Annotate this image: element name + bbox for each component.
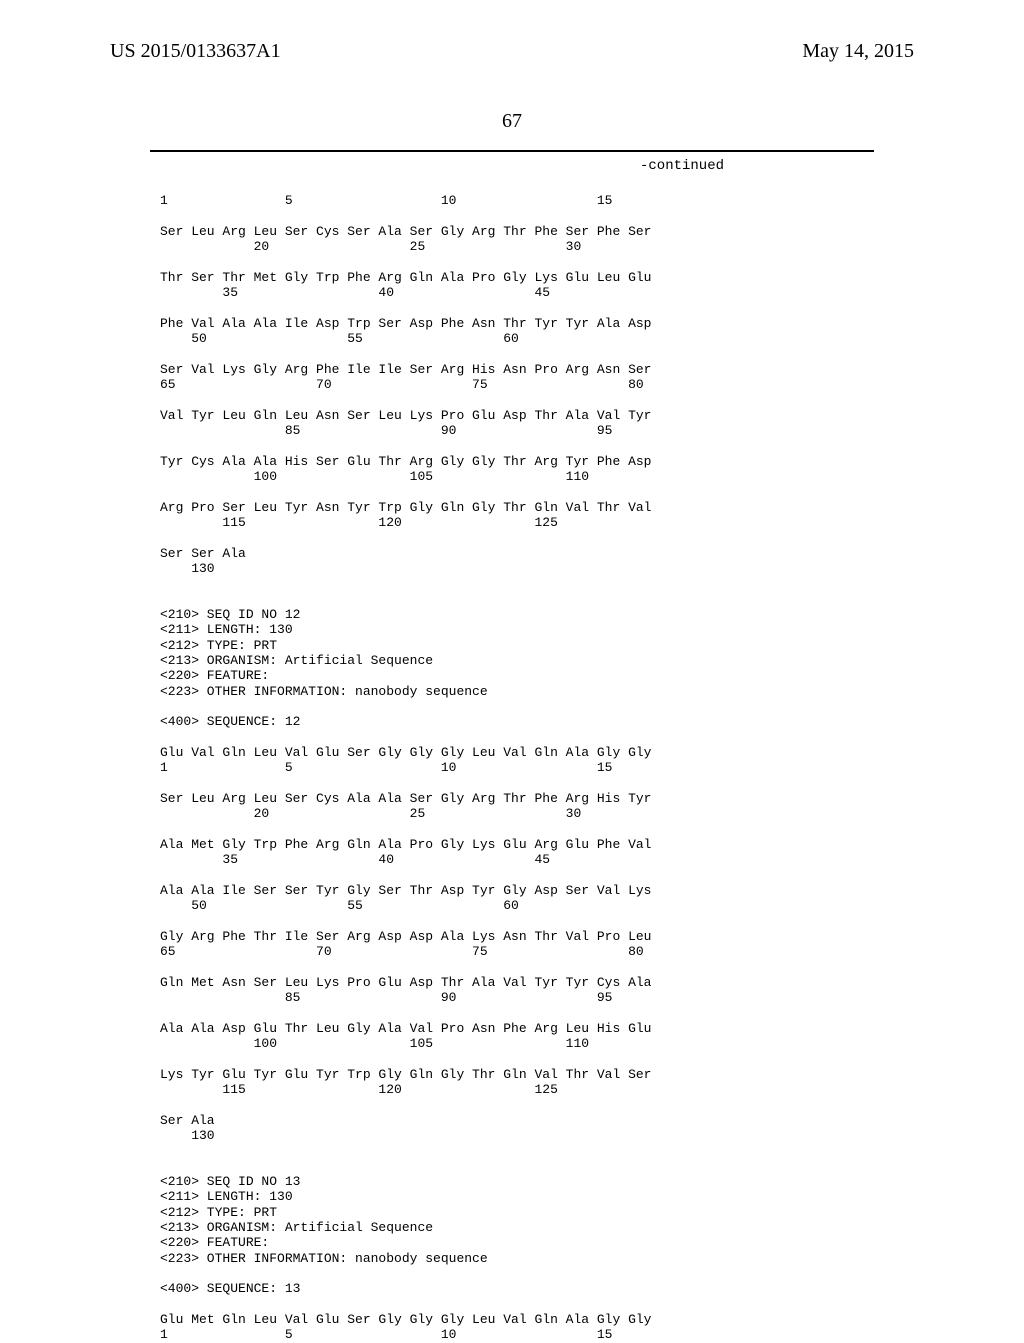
publication-date: May 14, 2015	[802, 40, 914, 63]
sequence-listing-block: 1 5 10 15 Ser Leu Arg Leu Ser Cys Ser Al…	[160, 193, 864, 1343]
horizontal-rule-top	[150, 150, 874, 152]
page-number: 67	[0, 110, 1024, 133]
continued-label: -continued	[640, 158, 724, 174]
publication-number: US 2015/0133637A1	[110, 40, 281, 63]
page-container: US 2015/0133637A1 May 14, 2015 67 -conti…	[0, 0, 1024, 1320]
